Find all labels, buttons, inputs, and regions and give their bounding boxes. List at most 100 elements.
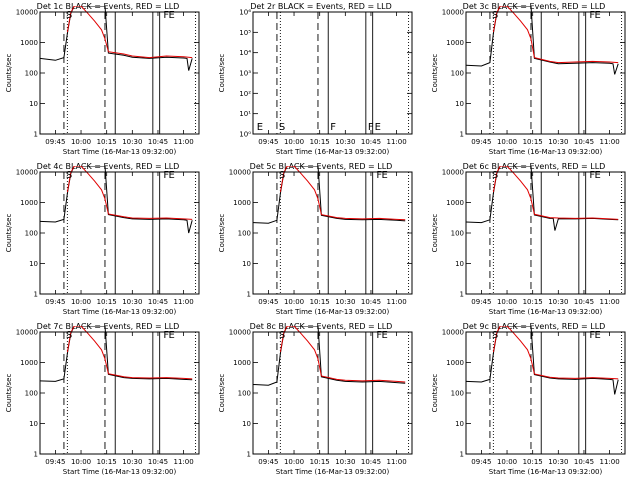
x-tick-label: 09:45: [471, 138, 491, 146]
marker-letter: F: [589, 10, 595, 21]
x-tick-label: 09:45: [471, 298, 491, 306]
x-tick-label: 10:30: [122, 458, 142, 466]
y-tick-label: 10000: [442, 329, 464, 337]
x-tick-label: 10:30: [335, 298, 355, 306]
marker-letter: E: [595, 170, 601, 181]
y-tick-label: 10⁵: [239, 29, 251, 37]
x-tick-label: 10:00: [284, 298, 304, 306]
y-tick-label: 10: [29, 420, 38, 428]
events-series-line: [40, 6, 193, 71]
marker-letter: S: [66, 170, 72, 181]
marker-letter: S: [492, 10, 498, 21]
x-tick-label: 10:00: [71, 458, 91, 466]
x-tick-label: 10:15: [310, 458, 330, 466]
marker-letter: E: [595, 10, 601, 21]
x-tick-label: 09:45: [258, 298, 278, 306]
y-tick-label: 1: [247, 291, 251, 299]
x-tick-label: 11:00: [174, 458, 194, 466]
panel-title: Det 5c BLACK = Events, RED = LLD: [250, 162, 393, 171]
x-axis-label: Start Time (16-Mar-13 09:32:00): [63, 148, 177, 156]
y-tick-label: 1000: [446, 359, 464, 367]
x-tick-label: 11:00: [174, 298, 194, 306]
x-tick-label: 11:00: [387, 138, 407, 146]
plot-frame: [39, 11, 200, 135]
events-series-line: [253, 326, 406, 386]
plot-frame: [252, 331, 413, 455]
x-tick-label: 10:00: [497, 298, 517, 306]
detector-panel: Det 4c BLACK = Events, RED = LLD Counts/s…: [5, 162, 200, 316]
y-tick-label: 1000: [233, 359, 251, 367]
lld-series-line: [492, 6, 619, 64]
y-axis-label: Counts/sec: [431, 54, 439, 93]
x-tick-label: 10:45: [361, 138, 381, 146]
plot-frame: [465, 171, 626, 295]
y-tick-label: 10: [455, 100, 464, 108]
y-tick-label: 10: [455, 260, 464, 268]
marker-letter: E: [382, 330, 388, 341]
x-tick-label: 11:00: [174, 138, 194, 146]
y-axis-label: Counts/sec: [5, 214, 13, 253]
y-tick-label: 100: [238, 230, 251, 238]
x-tick-label: 10:30: [335, 138, 355, 146]
x-tick-label: 09:45: [45, 138, 65, 146]
x-tick-label: 10:00: [71, 298, 91, 306]
events-series-line: [253, 166, 406, 224]
marker-letter: E: [382, 170, 388, 181]
marker-letter: E: [169, 170, 175, 181]
marker-letter: S: [66, 10, 72, 21]
y-tick-label: 10: [29, 260, 38, 268]
detector-panel: Det 5c BLACK = Events, RED = LLD Counts/s…: [218, 162, 413, 316]
x-tick-label: 10:15: [97, 458, 117, 466]
x-tick-label: 10:15: [523, 298, 543, 306]
y-tick-label: 100: [25, 390, 38, 398]
x-axis-label: Start Time (16-Mar-13 09:32:00): [489, 148, 603, 156]
x-tick-label: 10:45: [574, 458, 594, 466]
x-tick-label: 10:30: [122, 138, 142, 146]
x-tick-label: 10:00: [497, 458, 517, 466]
y-axis-label: Counts/sec: [431, 374, 439, 413]
lld-series-line: [492, 326, 619, 380]
y-tick-label: 10000: [442, 9, 464, 17]
x-tick-label: 11:00: [387, 298, 407, 306]
marker-letter: S: [279, 330, 285, 341]
x-tick-label: 10:30: [548, 138, 568, 146]
y-axis-label: Counts/sec: [5, 54, 13, 93]
y-tick-label: 1: [460, 291, 464, 299]
marker-letter: S: [279, 170, 285, 181]
marker-letter: E: [169, 330, 175, 341]
x-tick-label: 11:00: [600, 298, 620, 306]
panel-title: Det 2r BLACK = Events, RED = LLD: [250, 2, 392, 11]
x-tick-label: 10:15: [97, 138, 117, 146]
x-tick-label: 11:00: [600, 138, 620, 146]
y-tick-label: 1: [34, 291, 38, 299]
marker-letter: S: [492, 330, 498, 341]
y-axis-label: Counts/sec: [218, 214, 226, 253]
lld-series-line: [66, 6, 193, 59]
y-tick-label: 10: [455, 420, 464, 428]
y-tick-label: 10: [242, 420, 251, 428]
x-tick-label: 11:00: [387, 458, 407, 466]
x-tick-label: 10:45: [574, 298, 594, 306]
marker-letter: E: [257, 122, 263, 133]
x-tick-label: 10:45: [148, 138, 168, 146]
x-axis-label: Start Time (16-Mar-13 09:32:00): [63, 308, 177, 316]
y-tick-label: 10³: [239, 70, 251, 78]
panel-title: Det 4c BLACK = Events, RED = LLD: [37, 162, 180, 171]
detector-panel: Det 2r BLACK = Events, RED = LLD Counts/s…: [218, 2, 413, 156]
plot-frame: [39, 331, 200, 455]
marker-letter: F: [163, 10, 169, 21]
y-tick-label: 10²: [239, 90, 251, 98]
marker-letter: S: [492, 170, 498, 181]
detector-panel: Det 7c BLACK = Events, RED = LLD Counts/s…: [5, 322, 200, 476]
y-tick-label: 10000: [442, 169, 464, 177]
y-tick-label: 1: [34, 451, 38, 459]
lld-series-line: [66, 326, 193, 380]
x-axis-label: Start Time (16-Mar-13 09:32:00): [63, 468, 177, 476]
x-tick-label: 10:15: [523, 458, 543, 466]
y-axis-label: Counts/sec: [5, 374, 13, 413]
detector-panel: Det 1c BLACK = Events, RED = LLD Counts/s…: [5, 2, 200, 156]
x-tick-label: 09:45: [258, 138, 278, 146]
x-tick-label: 10:30: [548, 458, 568, 466]
y-tick-label: 1000: [20, 359, 38, 367]
marker-letter: S: [279, 122, 285, 133]
